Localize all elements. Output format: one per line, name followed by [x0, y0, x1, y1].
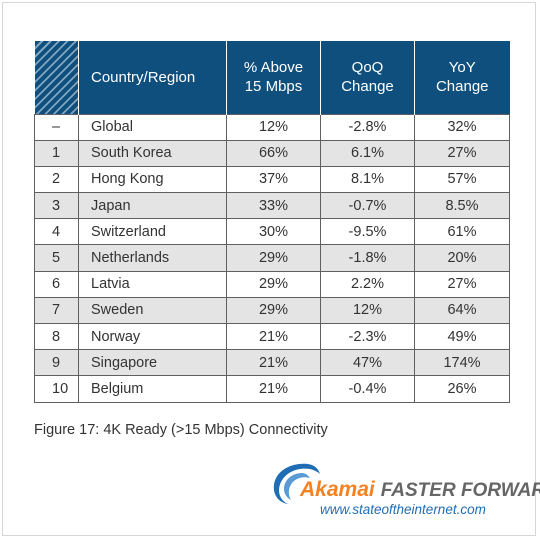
yoy-cell: 20% — [414, 244, 510, 272]
country-cell: Belgium — [78, 375, 227, 403]
above-cell: 29% — [226, 244, 321, 272]
above-cell: 29% — [226, 296, 321, 325]
yoy-cell: 27% — [414, 139, 510, 167]
qoq-cell: 47% — [320, 349, 415, 377]
yoy-cell: 64% — [414, 296, 510, 325]
country-cell: Singapore — [78, 349, 227, 377]
country-header: Country/Region — [78, 41, 227, 114]
table-row: 5 Netherlands 29% -1.8% 20% — [34, 244, 510, 272]
yoy-header-line2: Change — [435, 78, 489, 96]
above-header-line2: 15 Mbps — [244, 78, 303, 96]
qoq-cell: -1.8% — [320, 244, 415, 272]
table-row: – Global 12% -2.8% 32% — [34, 113, 510, 141]
country-cell: Japan — [78, 192, 227, 220]
above-cell: 33% — [226, 192, 321, 220]
brand-name: Akamai — [300, 478, 375, 501]
yoy-cell: 174% — [414, 349, 510, 377]
qoq-cell: -0.7% — [320, 192, 415, 220]
akamai-swoosh-icon — [273, 463, 320, 504]
yoy-cell: 61% — [414, 218, 510, 246]
qoq-cell: 6.1% — [320, 139, 415, 167]
country-cell: South Korea — [78, 139, 227, 167]
qoq-cell: -2.3% — [320, 322, 415, 351]
rank-header-hatch — [34, 41, 79, 114]
above-header-line1: % Above — [243, 59, 304, 77]
above-cell: 66% — [226, 139, 321, 167]
above-cell: 21% — [226, 322, 321, 351]
qoq-cell: 12% — [320, 296, 415, 325]
brand-tagline: FASTER FORWARD — [380, 480, 540, 501]
yoy-cell: 49% — [414, 322, 510, 351]
country-cell: Netherlands — [78, 244, 227, 272]
figure-frame — [2, 2, 536, 536]
above-cell: 21% — [226, 375, 321, 403]
qoq-change-header: QoQ Change — [320, 41, 415, 114]
table-row: 4 Switzerland 30% -9.5% 61% — [34, 218, 510, 246]
table-row: 1 South Korea 66% 6.1% 27% — [34, 139, 510, 167]
table-row: 6 Latvia 29% 2.2% 27% — [34, 270, 510, 298]
website-link[interactable]: www.stateoftheinternet.com — [320, 502, 486, 517]
qoq-cell: -9.5% — [320, 218, 415, 246]
rank-cell: 5 — [34, 244, 79, 272]
rank-cell: 2 — [34, 165, 79, 194]
country-cell: Switzerland — [78, 218, 227, 246]
country-header-label: Country/Region — [91, 68, 196, 86]
yoy-cell: 57% — [414, 165, 510, 194]
rank-cell: 9 — [34, 349, 79, 377]
rank-cell: 1 — [34, 139, 79, 167]
country-cell: Norway — [78, 322, 227, 351]
country-cell: Global — [78, 113, 227, 141]
table-row: 7 Sweden 29% 12% 64% — [34, 296, 510, 325]
qoq-cell: -2.8% — [320, 113, 415, 141]
yoy-cell: 27% — [414, 270, 510, 298]
above-cell: 12% — [226, 113, 321, 141]
table-row: 10 Belgium 21% -0.4% 26% — [34, 375, 510, 403]
rank-cell: 4 — [34, 218, 79, 246]
qoq-header-line2: Change — [341, 78, 394, 96]
table-row: 2 Hong Kong 37% 8.1% 57% — [34, 165, 510, 194]
yoy-change-header: YoY Change — [414, 41, 510, 114]
table-row: 3 Japan 33% -0.7% 8.5% — [34, 192, 510, 220]
country-cell: Latvia — [78, 270, 227, 298]
header-row: Country/Region % Above 15 Mbps QoQ Chang… — [34, 41, 510, 114]
rank-cell: 7 — [34, 296, 79, 325]
above-15mbps-header: % Above 15 Mbps — [226, 41, 321, 114]
above-cell: 29% — [226, 270, 321, 298]
connectivity-table: Country/Region % Above 15 Mbps QoQ Chang… — [34, 41, 510, 403]
country-cell: Hong Kong — [78, 165, 227, 194]
above-cell: 21% — [226, 349, 321, 377]
above-cell: 37% — [226, 165, 321, 194]
qoq-cell: 8.1% — [320, 165, 415, 194]
yoy-cell: 8.5% — [414, 192, 510, 220]
table-row: 9 Singapore 21% 47% 174% — [34, 349, 510, 377]
yoy-cell: 32% — [414, 113, 510, 141]
rank-cell: – — [34, 113, 79, 141]
yoy-cell: 26% — [414, 375, 510, 403]
figure-caption: Figure 17: 4K Ready (>15 Mbps) Connectiv… — [34, 422, 328, 438]
qoq-cell: 2.2% — [320, 270, 415, 298]
country-cell: Sweden — [78, 296, 227, 325]
yoy-header-line1: YoY — [448, 59, 476, 77]
table-row: 8 Norway 21% -2.3% 49% — [34, 322, 510, 351]
above-cell: 30% — [226, 218, 321, 246]
qoq-cell: -0.4% — [320, 375, 415, 403]
rank-cell: 6 — [34, 270, 79, 298]
rank-cell: 3 — [34, 192, 79, 220]
rank-cell: 8 — [34, 322, 79, 351]
rank-cell: 10 — [34, 375, 79, 403]
qoq-header-line1: QoQ — [351, 59, 384, 77]
